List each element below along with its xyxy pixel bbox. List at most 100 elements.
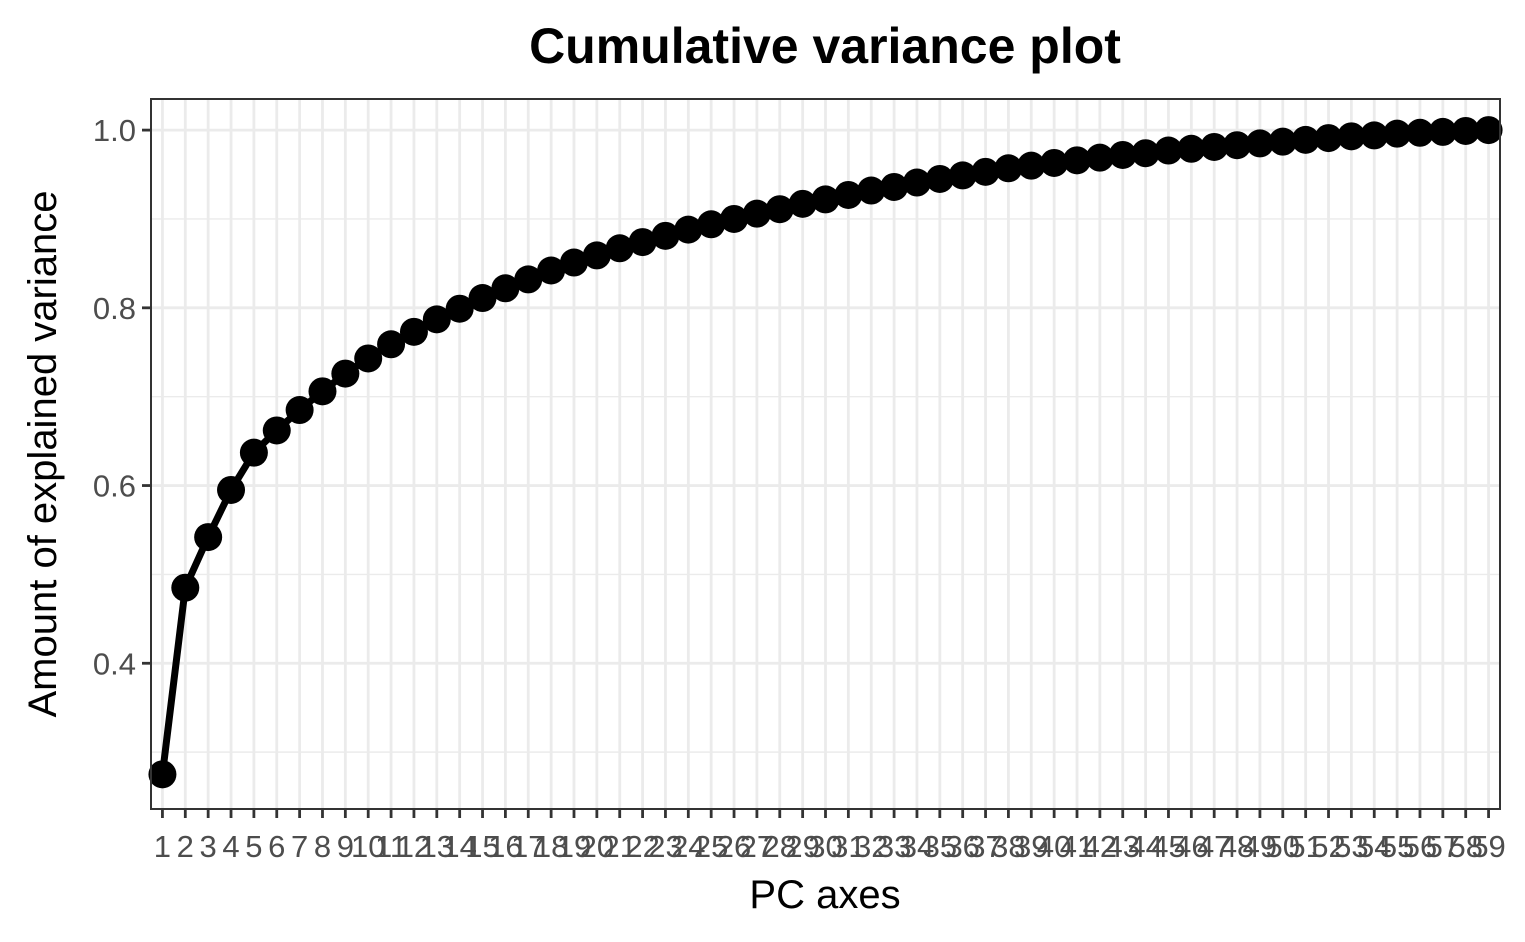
x-tick-label: 37 — [968, 829, 1002, 864]
x-tick-label: 8 — [314, 829, 331, 864]
data-point — [1177, 134, 1206, 163]
data-point — [468, 284, 497, 313]
data-point — [1154, 136, 1183, 165]
data-point — [651, 221, 680, 250]
x-tick-label: 58 — [1448, 829, 1482, 864]
x-tick-label: 1 — [154, 829, 171, 864]
x-tick-label: 15 — [465, 829, 499, 864]
x-tick-label: 55 — [1380, 829, 1414, 864]
x-tick-label: 11 — [375, 829, 407, 864]
y-tick-label: 1.0 — [93, 113, 136, 148]
data-point — [834, 180, 863, 209]
data-point — [788, 189, 817, 218]
x-tick-label: 33 — [877, 829, 911, 864]
x-tick-label: 4 — [222, 829, 239, 864]
data-point — [559, 248, 588, 277]
x-tick-label: 43 — [1105, 829, 1139, 864]
x-tick-label: 3 — [200, 829, 217, 864]
data-point — [1223, 131, 1252, 160]
data-point — [1451, 116, 1480, 145]
data-point — [1314, 124, 1343, 153]
data-point — [1474, 116, 1503, 145]
data-point — [1291, 125, 1320, 154]
x-tick-label: 19 — [557, 829, 591, 864]
data-point — [1268, 127, 1297, 156]
x-tick-label: 38 — [991, 829, 1025, 864]
data-point — [239, 438, 268, 467]
data-point — [1063, 146, 1092, 175]
x-tick-label: 50 — [1266, 829, 1300, 864]
axes: 0.40.60.81.01 2 3 4 5 6 7 8 91011121314151617181… — [93, 113, 1506, 864]
data-point — [902, 168, 931, 197]
data-point — [262, 416, 291, 445]
x-tick-label: 10 — [351, 829, 385, 864]
x-tick-label: 57 — [1426, 829, 1460, 864]
data-point — [217, 475, 246, 504]
data-point — [925, 164, 954, 193]
data-point — [491, 274, 520, 303]
x-tick-label: 40 — [1037, 829, 1071, 864]
x-tick-label: 20 — [580, 829, 614, 864]
data-point — [1040, 148, 1069, 177]
x-tick-label: 35 — [923, 829, 957, 864]
x-tick-label: 17 — [511, 829, 545, 864]
data-point — [1360, 121, 1389, 150]
x-tick-label: 54 — [1357, 829, 1391, 864]
data-point — [377, 330, 406, 359]
data-point — [422, 305, 451, 334]
x-tick-label: 53 — [1334, 829, 1368, 864]
x-tick-label: 7 — [291, 829, 308, 864]
x-tick-label: 52 — [1311, 829, 1345, 864]
x-tick-label: 5 — [245, 829, 262, 864]
x-tick-label: 26 — [717, 829, 751, 864]
data-point — [194, 523, 223, 552]
data-point — [1200, 132, 1229, 161]
chart-title: Cumulative variance plot — [529, 18, 1121, 74]
x-tick-label: 27 — [740, 829, 774, 864]
x-tick-label: 23 — [648, 829, 682, 864]
y-tick-label: 0.6 — [93, 469, 136, 504]
x-tick-label: 44 — [1128, 829, 1162, 864]
data-point — [1085, 143, 1114, 172]
data-point — [171, 573, 200, 602]
x-tick-label: 32 — [854, 829, 888, 864]
x-tick-label: 41 — [1060, 829, 1094, 864]
data-point — [880, 172, 909, 201]
y-axis-label: Amount of explained variance — [21, 191, 65, 718]
x-tick-label: 18 — [534, 829, 568, 864]
data-point — [1017, 151, 1046, 180]
series-layer — [148, 116, 1503, 789]
x-tick-label: 14 — [442, 829, 476, 864]
x-tick-label: 59 — [1471, 829, 1505, 864]
data-point — [1337, 122, 1366, 151]
x-tick-label: 31 — [831, 829, 865, 864]
data-point — [605, 234, 634, 263]
x-tick-label: 45 — [1151, 829, 1185, 864]
x-tick-label: 12 — [397, 829, 431, 864]
x-tick-label: 46 — [1174, 829, 1208, 864]
x-tick-label: 51 — [1288, 829, 1322, 864]
data-point — [1405, 118, 1434, 147]
data-point — [331, 359, 360, 388]
data-point — [537, 256, 566, 285]
x-tick-label: 6 — [268, 829, 285, 864]
data-point — [765, 195, 794, 224]
data-point — [697, 210, 726, 239]
data-point — [994, 154, 1023, 183]
x-tick-label: 21 — [602, 829, 636, 864]
data-point — [628, 228, 657, 257]
x-tick-label: 39 — [1014, 829, 1048, 864]
data-point — [1131, 139, 1160, 168]
data-point — [1245, 129, 1274, 158]
data-point — [1108, 140, 1137, 169]
x-tick-label: 42 — [1083, 829, 1117, 864]
data-point — [811, 185, 840, 214]
y-tick-label: 0.8 — [93, 291, 136, 326]
data-point — [445, 294, 474, 323]
x-tick-label: 49 — [1243, 829, 1277, 864]
data-point — [148, 760, 177, 789]
data-point — [948, 161, 977, 190]
x-tick-label: 9 — [337, 829, 354, 864]
x-tick-label: 16 — [488, 829, 522, 864]
x-tick-label: 13 — [420, 829, 454, 864]
